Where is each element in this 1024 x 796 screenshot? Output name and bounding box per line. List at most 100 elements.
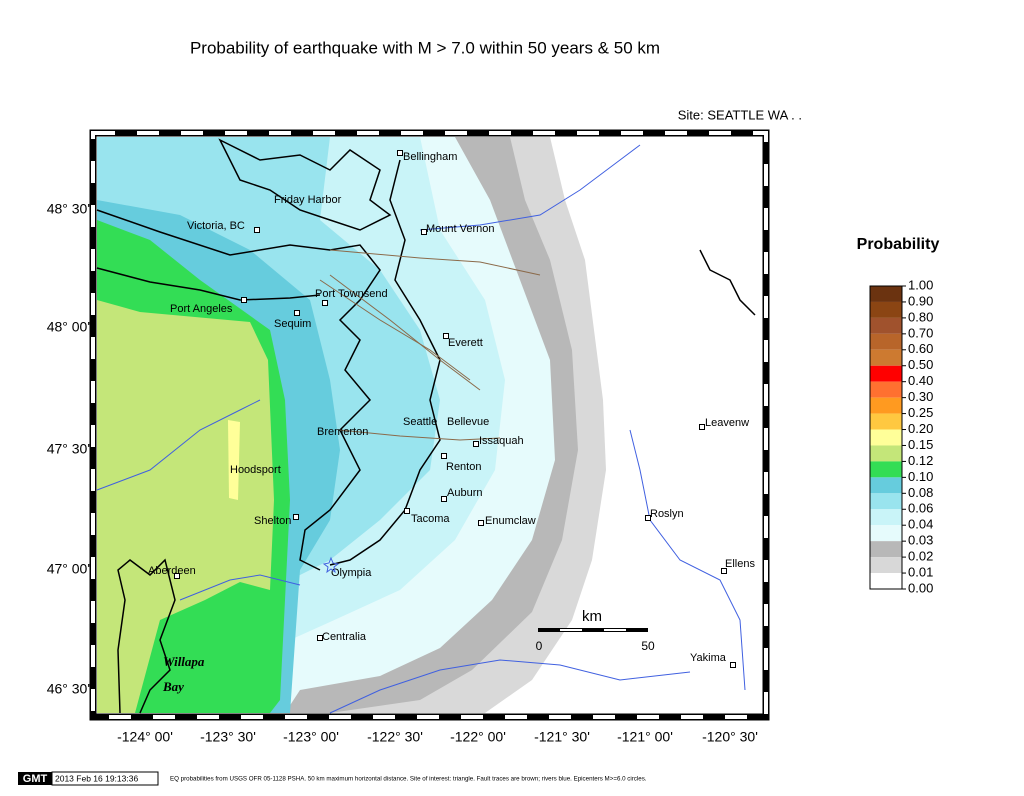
place-marker: [441, 496, 447, 502]
place-marker: [443, 333, 449, 339]
legend-swatch: [870, 541, 902, 558]
legend-swatch: [870, 349, 902, 366]
scale-unit: km: [582, 608, 602, 625]
place-label: Centralia: [322, 631, 367, 643]
legend-label: 0.04: [908, 517, 933, 532]
place-label: Olympia: [331, 567, 372, 579]
timestamp: 2013 Feb 16 19:13:36: [55, 773, 138, 783]
lat-label: 47° 00': [47, 561, 90, 577]
place-marker: [317, 635, 323, 641]
legend-label: 0.30: [908, 389, 933, 404]
lon-label: -123° 00': [283, 729, 339, 745]
legend-swatch: [870, 365, 902, 382]
place-marker: [645, 515, 651, 521]
lat-label: 48° 00': [47, 319, 90, 335]
place-marker: [478, 520, 484, 526]
legend-label: 0.15: [908, 437, 933, 452]
place-marker: [730, 662, 736, 668]
legend-label: 0.90: [908, 293, 933, 308]
legend-swatch: [870, 301, 902, 318]
place-label: Seattle: [403, 416, 437, 428]
place-marker: [699, 424, 705, 430]
place-label: Port Townsend: [315, 288, 388, 300]
place-label: Victoria, BC: [187, 220, 245, 232]
legend-label: 0.02: [908, 549, 933, 564]
legend-label: 0.08: [908, 485, 933, 500]
legend-label: 0.20: [908, 421, 933, 436]
legend-label: 0.06: [908, 501, 933, 516]
place-marker: [404, 508, 410, 514]
legend-swatch: [870, 286, 902, 302]
legend-swatch: [870, 573, 902, 589]
place-label: Port Angeles: [170, 303, 233, 315]
legend-label: 0.80: [908, 309, 933, 324]
place-label: Roslyn: [650, 508, 684, 520]
legend-label: 0.25: [908, 405, 933, 420]
place-label: Bay: [162, 679, 184, 694]
site-label: Site: SEATTLE WA . .: [678, 107, 802, 122]
scale-start: 0: [536, 639, 543, 653]
legend-label: 0.03: [908, 533, 933, 548]
place-label: Friday Harbor: [274, 194, 342, 206]
place-label: Bellingham: [403, 151, 457, 163]
scale-end: 50: [641, 639, 655, 653]
legend-swatch: [870, 317, 902, 334]
rivers: [96, 144, 746, 714]
place-label: Issaquah: [479, 435, 524, 447]
logo-box: [18, 772, 52, 785]
place-label: Sequim: [274, 318, 311, 330]
legend-swatch: [870, 381, 902, 398]
legend-swatch: [870, 429, 902, 446]
place-marker: [322, 300, 328, 306]
zone-012: [97, 300, 274, 713]
legend-swatch: [870, 445, 902, 462]
legend-swatch: [870, 413, 902, 430]
place-label: Hoodsport: [230, 464, 281, 476]
place-marker: [473, 441, 479, 447]
place-label: Bellevue: [447, 416, 489, 428]
place-label: Ellens: [725, 558, 755, 570]
lon-label: -121° 30': [534, 729, 590, 745]
legend-swatch: [870, 525, 902, 542]
faults: [319, 249, 541, 441]
legend-label: 0.00: [908, 580, 933, 595]
place-label: Everett: [448, 337, 483, 349]
lat-label: 46° 30': [47, 681, 90, 697]
legend-label: 0.50: [908, 357, 933, 372]
lon-label: -123° 30': [200, 729, 256, 745]
caption: EQ probabilities from USGS OFR 05-1128 P…: [170, 776, 647, 783]
legend-bar-outline: [869, 285, 903, 590]
legend-label: 0.10: [908, 469, 933, 484]
lon-label: -122° 00': [450, 729, 506, 745]
legend-title: Probability: [857, 236, 940, 253]
lon-label: -124° 00': [117, 729, 173, 745]
lon-label: -121° 00': [617, 729, 673, 745]
legend-swatch: [870, 397, 902, 414]
legend-swatch: [870, 461, 902, 478]
legend-label: 1.00: [908, 277, 933, 292]
legend-label: 0.12: [908, 453, 933, 468]
place-label: Aberdeen: [148, 565, 196, 577]
lat-label: 47° 30': [47, 441, 90, 457]
legend-label: 0.70: [908, 325, 933, 340]
scale-bar-check: [560, 629, 582, 631]
title: Probability of earthquake with M > 7.0 w…: [190, 38, 660, 57]
footer: GMT 2013 Feb 16 19:13:36 EQ probabilitie…: [18, 771, 647, 786]
site-marker: [322, 556, 340, 574]
lon-label: -120° 30': [702, 729, 758, 745]
place-marker: [294, 310, 300, 316]
lat-label: 48° 30': [47, 201, 90, 217]
place-marker: [721, 568, 727, 574]
place-label: Bremerton: [317, 426, 368, 438]
timestamp-box: [51, 771, 159, 786]
legend-swatch: [870, 557, 902, 574]
map: [96, 137, 762, 714]
place-marker: [254, 227, 260, 233]
zone-015: [228, 420, 240, 500]
place-marker: [241, 297, 247, 303]
place-marker: [174, 573, 180, 579]
scale-bar-bar: [538, 628, 648, 632]
scale-bar: km 0 50: [536, 608, 655, 653]
place-marker: [421, 229, 427, 235]
